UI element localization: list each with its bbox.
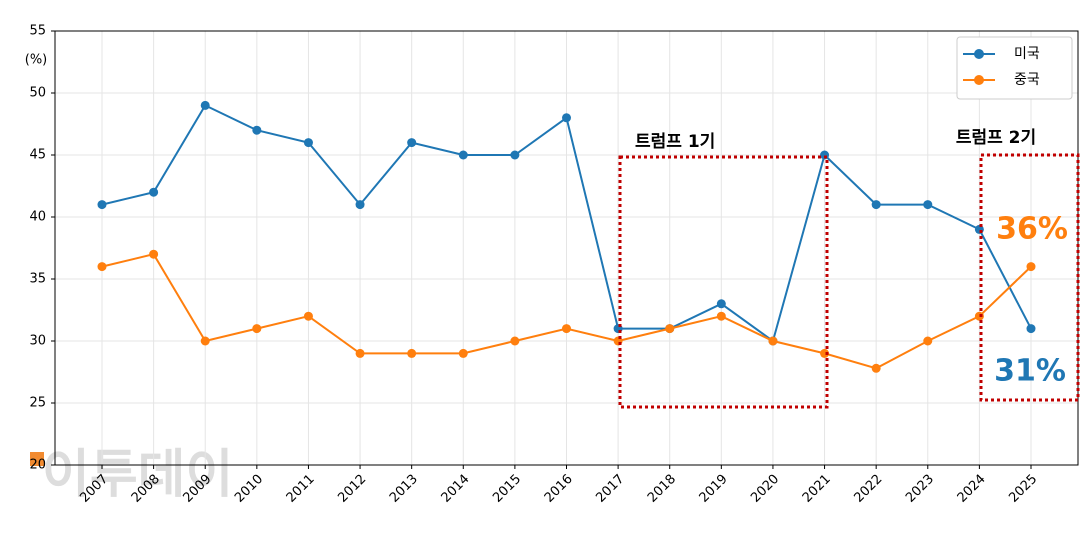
point — [562, 324, 571, 334]
y-tick-label: 40 — [29, 210, 46, 225]
point — [97, 200, 107, 210]
legend-label: 중국 — [1014, 72, 1040, 88]
point — [923, 200, 933, 210]
point — [355, 200, 365, 210]
legend-marker — [974, 75, 984, 85]
y-tick-label: 30 — [29, 334, 46, 349]
watermark-icon — [30, 452, 44, 466]
point — [510, 336, 520, 346]
point — [149, 249, 159, 259]
y-tick-label: 20 — [29, 458, 46, 473]
annotation: 31% — [994, 354, 1066, 389]
y-tick-label: 35 — [29, 272, 46, 287]
point — [303, 138, 313, 148]
point — [97, 262, 107, 272]
point — [923, 336, 933, 346]
legend-marker — [974, 49, 984, 59]
point — [768, 336, 778, 346]
legend-label: 미국 — [1014, 46, 1040, 62]
point — [510, 150, 520, 160]
y-tick-label: 25 — [29, 396, 46, 411]
point — [820, 348, 830, 358]
annotation: 트럼프 1기 — [635, 132, 715, 152]
point — [407, 348, 417, 358]
plot-frame — [54, 30, 1079, 466]
y-tick-label: 50 — [29, 86, 46, 101]
point — [974, 311, 984, 321]
point — [1026, 324, 1036, 334]
y-tick-label: 55 — [29, 24, 46, 39]
point — [200, 100, 210, 110]
highlight-box — [618, 155, 829, 409]
point — [458, 150, 468, 160]
point — [200, 336, 210, 346]
point — [562, 113, 571, 123]
point — [716, 299, 726, 309]
legend-box — [956, 36, 1073, 100]
point — [871, 200, 881, 210]
point — [871, 363, 881, 373]
watermark: 이투데이 — [42, 445, 233, 505]
annotation: 36% — [996, 212, 1068, 247]
point — [252, 324, 262, 334]
y-axis-label: (%) — [25, 53, 48, 68]
point — [355, 348, 365, 358]
point — [665, 324, 675, 334]
point — [303, 311, 313, 321]
point — [974, 224, 984, 234]
point — [252, 125, 262, 135]
point — [458, 348, 468, 358]
point — [407, 138, 417, 148]
point — [716, 311, 726, 321]
y-tick-label: 45 — [29, 148, 46, 163]
point — [1026, 262, 1036, 272]
highlight-box — [979, 153, 1080, 402]
annotation: 트럼프 2기 — [956, 128, 1036, 148]
point — [149, 187, 159, 197]
